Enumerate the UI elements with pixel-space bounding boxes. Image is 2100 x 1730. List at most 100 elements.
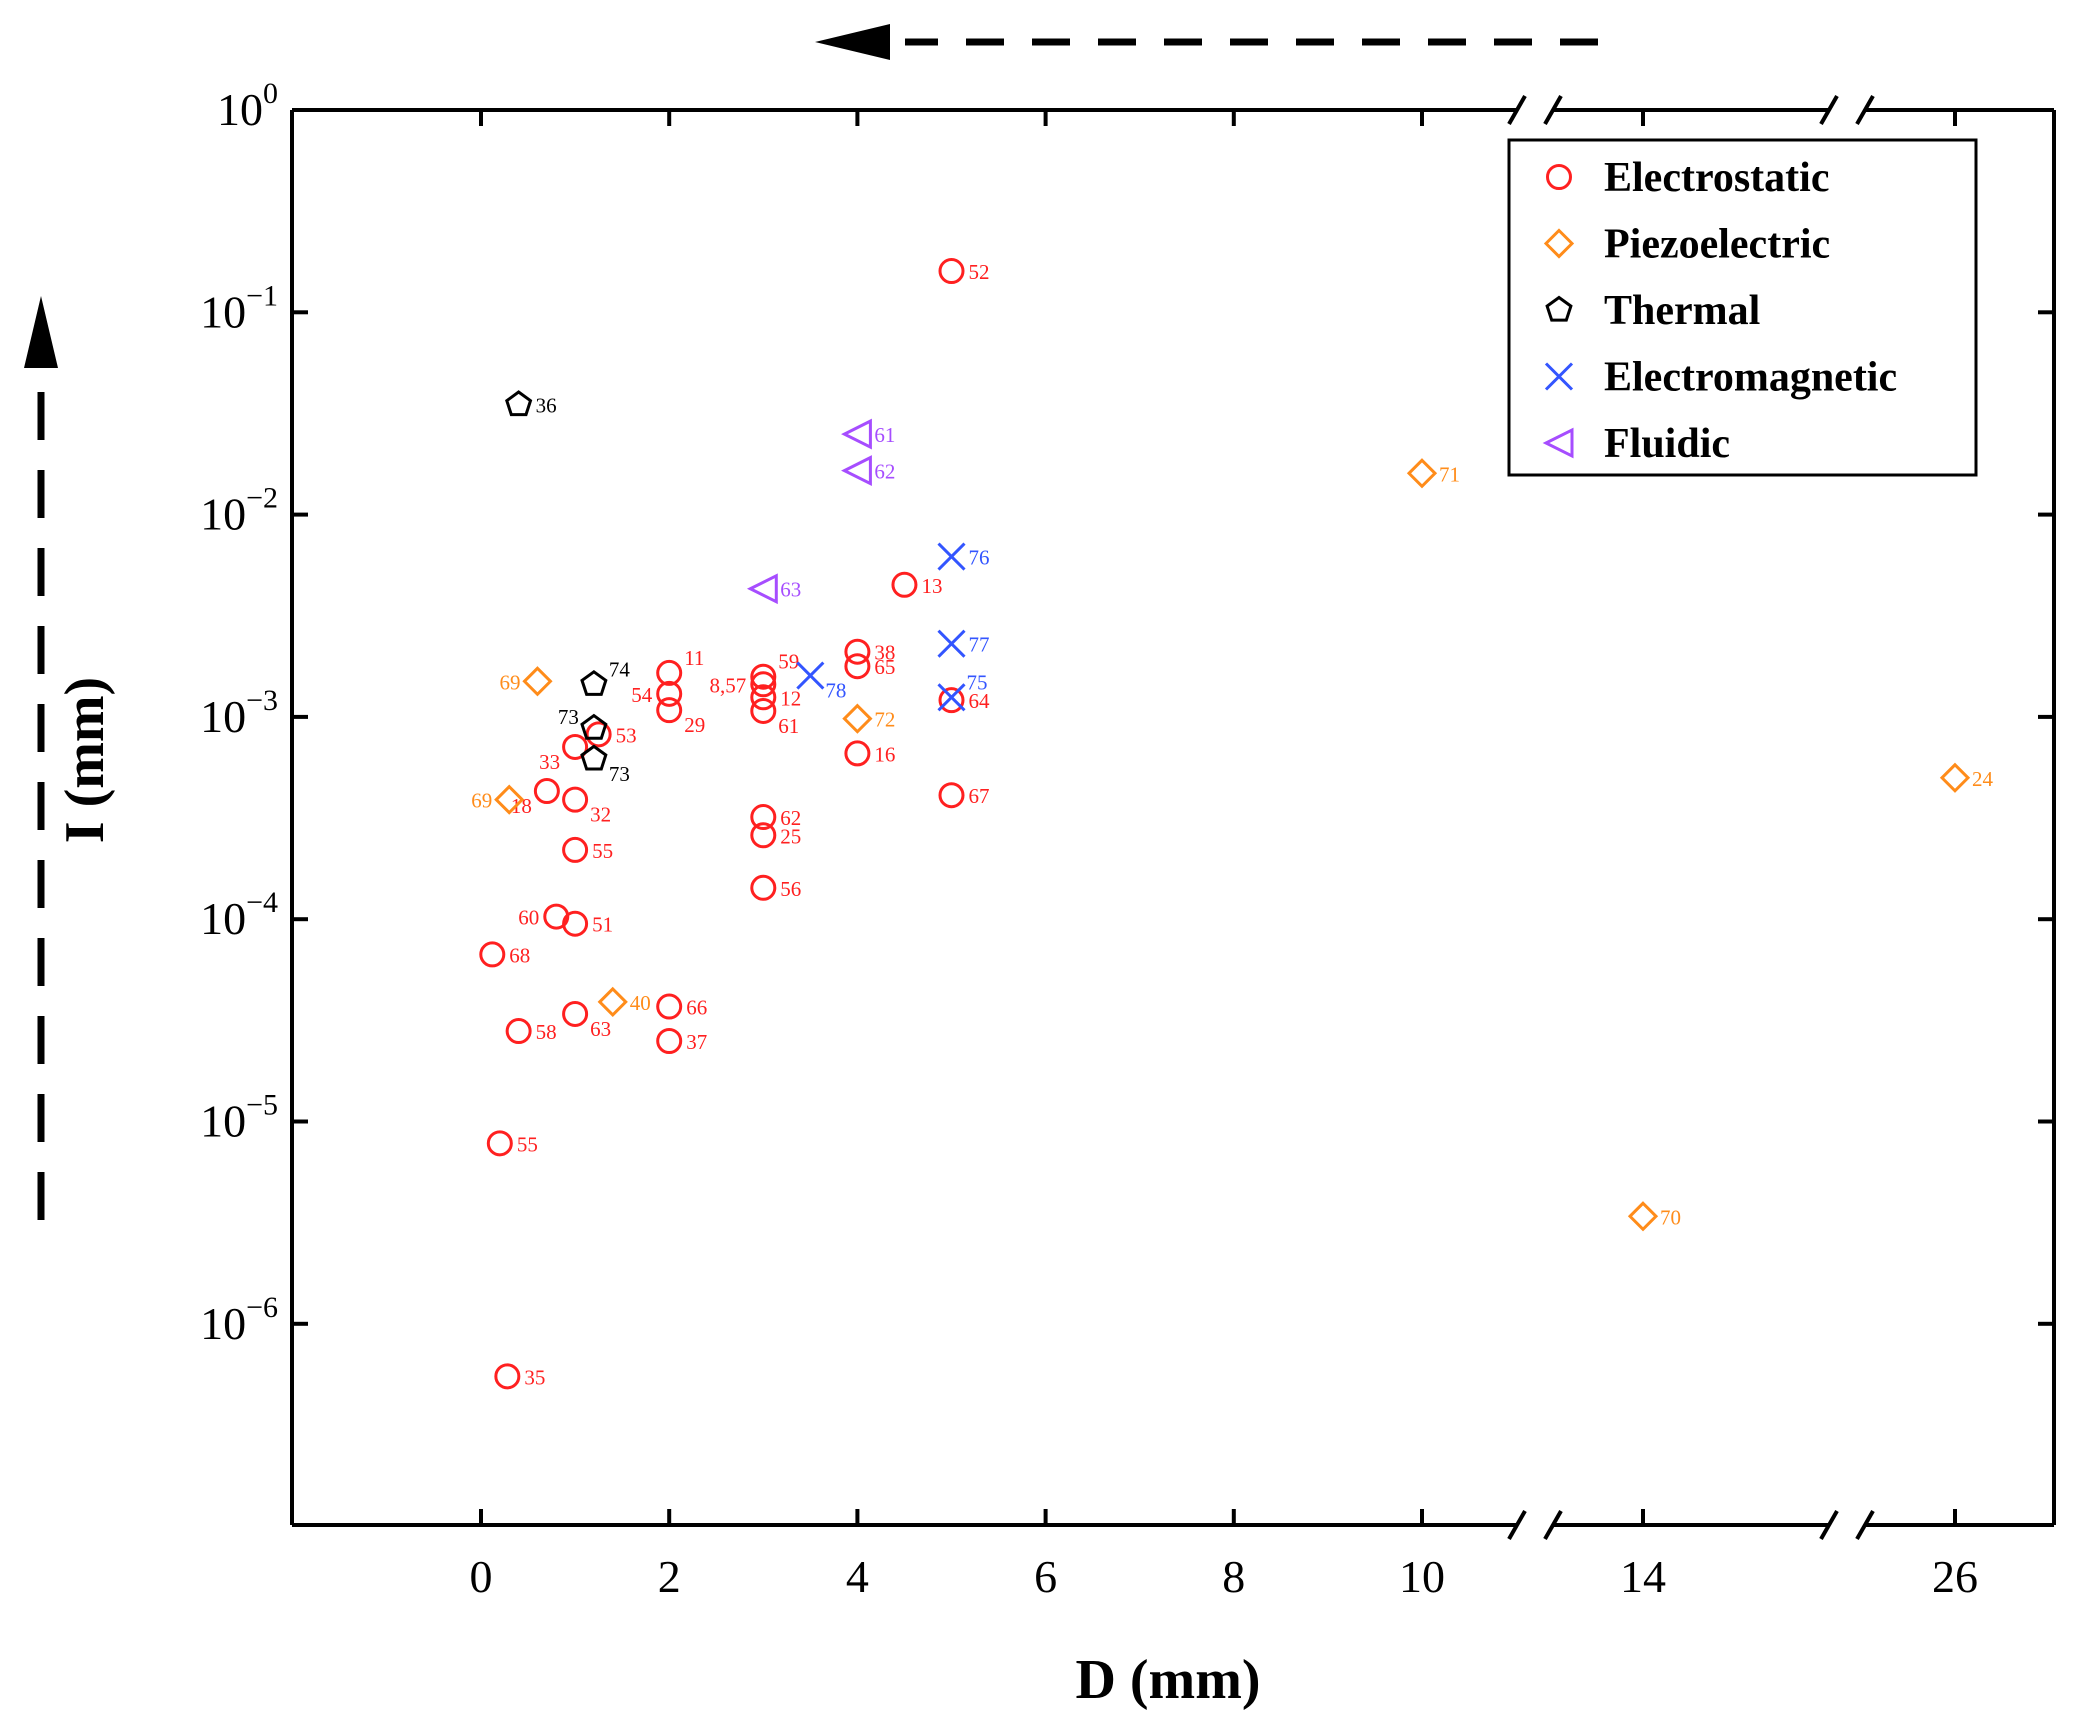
data-label: 37 xyxy=(686,1030,707,1054)
data-label: 38 xyxy=(874,641,895,665)
data-points: 52133865166467598,5712616225561154296637… xyxy=(471,258,1994,1390)
data-point xyxy=(750,671,777,698)
data-point xyxy=(841,455,872,487)
data-point xyxy=(562,1000,589,1027)
y-tick-label: 10−4 xyxy=(200,886,278,944)
data-label: 54 xyxy=(631,683,653,707)
data-label: 61 xyxy=(874,423,895,447)
data-point xyxy=(937,629,966,658)
data-point xyxy=(750,804,777,831)
data-label: 36 xyxy=(536,394,557,418)
legend-marker xyxy=(1546,164,1572,190)
data-label: 8,57 xyxy=(710,673,747,697)
data-label: 63 xyxy=(780,578,801,602)
series-electromagnetic: 76 77 78 75 xyxy=(796,542,990,712)
data-point xyxy=(937,542,966,571)
data-label: 75 xyxy=(967,670,988,694)
data-point xyxy=(891,571,918,598)
data-label: 63 xyxy=(590,1017,611,1041)
data-point xyxy=(562,836,589,863)
legend-label: Electromagnetic xyxy=(1604,355,1897,401)
data-label: 67 xyxy=(969,784,990,808)
data-point xyxy=(750,874,777,901)
data-label: 71 xyxy=(1439,462,1460,486)
data-label: 74 xyxy=(609,657,631,681)
legend-marker xyxy=(1542,427,1574,459)
y-axis: 100 10−1 10−2 10−3 10−4 10−5 10−6 xyxy=(200,77,2054,1349)
data-label: 60 xyxy=(518,906,539,930)
data-point xyxy=(1939,762,1971,793)
data-point xyxy=(505,1018,532,1045)
data-label: 69 xyxy=(499,670,520,694)
data-label: 61 xyxy=(778,714,799,738)
data-point xyxy=(1406,458,1438,489)
data-label: 25 xyxy=(780,824,801,848)
y-axis-title: I (mm) xyxy=(54,677,116,843)
data-label: 62 xyxy=(874,460,895,484)
data-label: 64 xyxy=(969,689,991,713)
legend-label: Fluidic xyxy=(1604,421,1730,467)
y-tick-label: 10−2 xyxy=(200,482,278,540)
y-tick-label: 10−1 xyxy=(200,279,278,337)
data-point xyxy=(656,697,683,724)
data-label: 59 xyxy=(778,650,799,674)
data-point xyxy=(750,822,777,849)
data-label: 65 xyxy=(874,655,895,679)
data-point xyxy=(580,713,608,740)
data-label: 66 xyxy=(686,996,707,1020)
data-label: 52 xyxy=(969,260,990,284)
data-point xyxy=(562,733,589,760)
data-point xyxy=(505,390,533,417)
x-axis-title: D (mm) xyxy=(1075,1649,1260,1711)
y-tick-label: 10−5 xyxy=(200,1089,278,1147)
x-tick-label: 10 xyxy=(1399,1551,1445,1602)
data-point xyxy=(750,697,777,724)
axis-break-mark xyxy=(1855,1510,1875,1540)
data-label: 11 xyxy=(684,646,704,670)
x-tick-label: 8 xyxy=(1222,1551,1245,1602)
series-fluidic: 61 62 63 xyxy=(746,418,895,605)
data-label: 12 xyxy=(780,686,801,710)
top-arrow-head xyxy=(815,24,890,60)
data-label: 13 xyxy=(921,574,942,598)
data-label: 18 xyxy=(511,794,532,818)
data-label: 35 xyxy=(524,1365,545,1389)
data-point xyxy=(580,669,608,696)
data-label: 40 xyxy=(630,991,651,1015)
data-point xyxy=(597,986,628,1018)
axis-break-mark xyxy=(1507,1510,1527,1540)
legend-box xyxy=(1507,138,1978,477)
data-point xyxy=(938,782,965,809)
y-tick-label: 10−6 xyxy=(200,1291,278,1349)
data-point xyxy=(585,721,612,748)
x-tick-label: 14 xyxy=(1620,1551,1666,1602)
data-point xyxy=(1627,1201,1659,1232)
data-label: 33 xyxy=(539,750,560,774)
data-point xyxy=(580,744,608,771)
legend-marker xyxy=(1545,295,1573,322)
axis-break-mark xyxy=(1855,95,1875,125)
data-point xyxy=(486,1130,513,1157)
data-point xyxy=(479,941,506,968)
y-tick-label: 10−3 xyxy=(200,684,278,742)
series-electrostatic: 52133865166467598,5712616225561154296637… xyxy=(479,258,991,1390)
data-label: 29 xyxy=(684,713,705,737)
series-piezoelectric: 71 72 69 69 40 24 70 xyxy=(471,458,1994,1232)
axis-break-mark xyxy=(1543,1510,1563,1540)
data-point xyxy=(938,687,965,714)
data-label: 73 xyxy=(558,705,579,729)
data-label: 32 xyxy=(590,803,611,827)
data-label: 24 xyxy=(1972,767,1994,791)
data-point xyxy=(656,1027,683,1054)
data-point xyxy=(533,778,560,805)
legend-label: Electrostatic xyxy=(1604,155,1829,201)
legend-marker xyxy=(1544,362,1574,391)
direction-arrows xyxy=(24,24,1598,1220)
data-point xyxy=(522,666,553,697)
plot-frame xyxy=(290,95,2056,1540)
data-point xyxy=(844,740,871,767)
data-label: 76 xyxy=(969,546,990,570)
data-label: 53 xyxy=(616,723,637,747)
data-label: 51 xyxy=(592,913,613,937)
